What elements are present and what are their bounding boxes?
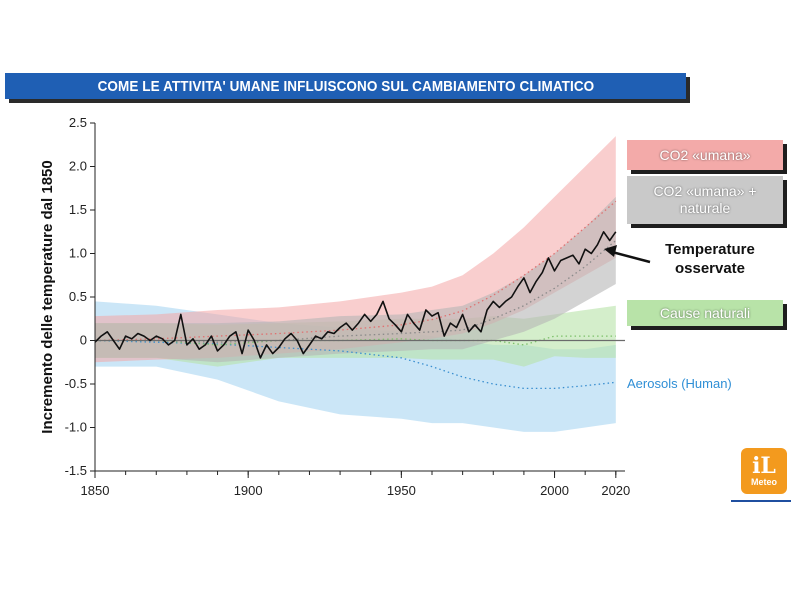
y-tick-label: 1.0: [69, 246, 87, 261]
mean-line-2: [95, 335, 616, 346]
chart-title: COME LE ATTIVITA' UMANE INFLUISCONO SUL …: [97, 77, 594, 95]
x-tick-label: 1950: [387, 483, 416, 498]
y-tick-label: 2.0: [69, 159, 87, 174]
legend-natural-causes: Cause naturali: [627, 300, 783, 326]
y-axis-label: Incremento delle temperature dal 1850: [39, 160, 56, 433]
y-tick-label: 1.5: [69, 202, 87, 217]
y-tick-label: -1.5: [65, 463, 87, 478]
x-tick-label: 1900: [234, 483, 263, 498]
observed-temperature-line: [94, 231, 617, 359]
y-tick-label: -0.5: [65, 376, 87, 391]
observed-arrow-head: [604, 245, 617, 257]
logo-main-text: iL: [752, 453, 776, 479]
mean-line-3: [94, 339, 616, 390]
mean-line-1: [95, 240, 617, 343]
legend-observed-temperatures: Temperature osservate: [665, 241, 755, 277]
mean-line-0: [94, 200, 617, 342]
y-tick-label: 0: [80, 333, 87, 348]
legend-aerosols-human: Aerosols (Human): [627, 376, 732, 391]
observed-arrow-shaft: [611, 250, 651, 264]
legend-co2-human: CO2 «umana»: [627, 140, 783, 170]
y-tick-label: -1.0: [65, 420, 87, 435]
legend-co2-human-natural: CO2 «umana» + naturale: [627, 176, 783, 224]
y-tick-label: 0.5: [69, 289, 87, 304]
ilmeteo-logo: iL Meteo: [741, 448, 787, 494]
x-tick-label: 2000: [540, 483, 569, 498]
x-tick-label: 2020: [601, 483, 630, 498]
chart-title-banner: COME LE ATTIVITA' UMANE INFLUISCONO SUL …: [5, 73, 686, 99]
logo-underline: [731, 500, 791, 502]
x-tick-label: 1850: [81, 483, 110, 498]
y-tick-label: 2.5: [69, 115, 87, 130]
logo-sub-text: Meteo: [750, 477, 777, 487]
